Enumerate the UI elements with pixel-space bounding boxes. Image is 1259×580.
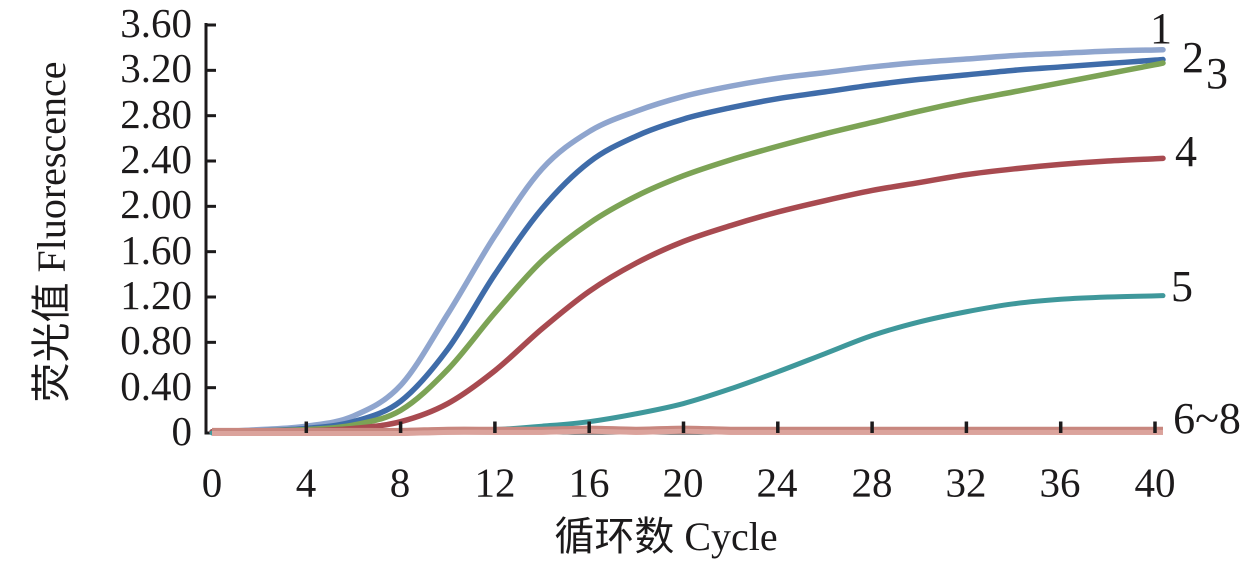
series-label-5: 5: [1171, 262, 1193, 311]
series-label-3: 3: [1206, 49, 1228, 98]
series-label-2: 2: [1182, 33, 1204, 82]
y-tick-label: 1.20: [120, 271, 192, 318]
x-tick-label: 36: [1039, 459, 1081, 506]
x-tick-label: 0: [201, 459, 223, 506]
series-label-6-8: 6~8: [1173, 394, 1241, 443]
y-tick-label: 1.60: [120, 226, 192, 273]
curve-6-8-body: [212, 428, 1163, 437]
x-tick-label: 40: [1134, 459, 1176, 506]
series-label-1: 1: [1150, 4, 1172, 53]
x-axis-title: 循环数 Cycle: [554, 514, 778, 559]
x-tick-label: 8: [389, 459, 411, 506]
series-label-4: 4: [1175, 127, 1197, 176]
y-tick-label: 0: [171, 407, 193, 454]
x-tick-label: 24: [756, 459, 798, 506]
y-tick-label: 2.80: [120, 90, 192, 137]
y-tick-label: 0.80: [120, 316, 192, 363]
y-tick-label: 2.00: [120, 180, 192, 227]
y-tick-label: 3.60: [120, 0, 192, 46]
curve-4: [209, 155, 1166, 435]
y-tick-label: 0.40: [120, 362, 192, 409]
x-tick-label: 28: [851, 459, 893, 506]
curve-3: [209, 60, 1166, 435]
x-tick-label: 16: [568, 459, 610, 506]
y-tick-label: 3.20: [120, 44, 192, 91]
x-tick-label: 20: [662, 459, 704, 506]
curve-1: [209, 46, 1166, 435]
x-tick-label: 32: [945, 459, 987, 506]
y-tick-label: 2.40: [120, 135, 192, 182]
curve-5: [209, 293, 1166, 436]
curve-2: [209, 56, 1166, 435]
x-tick-label: 4: [295, 459, 317, 506]
x-tick-label: 12: [474, 459, 516, 506]
